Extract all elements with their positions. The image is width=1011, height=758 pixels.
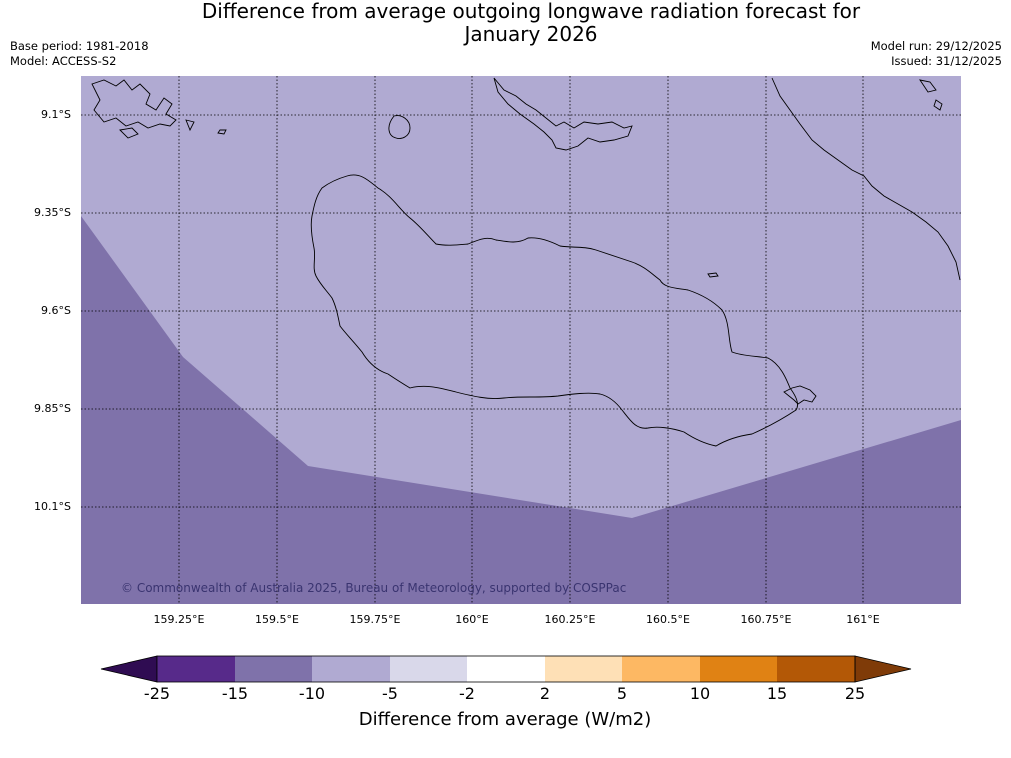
colorbar-segment — [157, 656, 235, 682]
colorbar-segment — [622, 656, 700, 682]
coastline-top-left-islet-3 — [217, 129, 227, 135]
coastline-top-right-islet — [919, 79, 937, 93]
colorbar-segment — [545, 656, 622, 682]
coastline-eastern-islet — [783, 385, 817, 405]
lon-label: 160.75°E — [740, 613, 792, 626]
colorbar-tick-label: 10 — [689, 684, 711, 703]
lon-label: 160.25°E — [544, 613, 596, 626]
fill-region-dark — [81, 216, 961, 604]
copyright-notice: © Commonwealth of Australia 2025, Bureau… — [121, 581, 627, 595]
coastline-top-right-islet-2 — [933, 99, 943, 111]
colorbar-tick-label: -10 — [298, 684, 326, 703]
gridlines — [81, 76, 961, 604]
lon-label: 160°E — [455, 613, 489, 626]
coastlines — [91, 77, 961, 447]
coastline-round-island — [388, 115, 411, 139]
coastline-top-left-islet-2 — [185, 119, 195, 132]
coastline-top-right-coast — [771, 77, 961, 281]
lon-label: 160.5°E — [646, 613, 690, 626]
chart-title: Difference from average outgoing longwav… — [0, 0, 1011, 46]
lon-label: 159.75°E — [349, 613, 401, 626]
colorbar-tick-label: -2 — [459, 684, 475, 703]
colorbar-min-extension — [100, 655, 158, 683]
lat-label: 10.1°S — [34, 500, 71, 513]
colorbar-max-extension — [854, 655, 912, 683]
colorbar-segment — [235, 656, 312, 682]
colorbar-tick-label: 2 — [539, 684, 551, 703]
colorbar-title: Difference from average (W/m2) — [358, 709, 652, 730]
colorbar-tick-label: 15 — [766, 684, 788, 703]
coastline-small-islet — [707, 272, 719, 278]
meta-right: Model run: 29/12/2025 Issued: 31/12/2025 — [871, 39, 1002, 69]
lon-label: 161°E — [846, 613, 880, 626]
colorbar-tick-label: 25 — [844, 684, 866, 703]
colorbar-segment — [467, 656, 545, 682]
lat-label: 9.85°S — [34, 402, 71, 415]
coastline-top-left-islet — [119, 127, 139, 139]
colorbar-segment — [777, 656, 855, 682]
colorbar-tick-label: -25 — [143, 684, 171, 703]
lat-label: 9.1°S — [41, 108, 71, 121]
coastline-main-island — [310, 174, 799, 447]
lat-label: 9.6°S — [41, 304, 71, 317]
colorbar-segment — [390, 656, 467, 682]
colorbar-tick-label: 5 — [616, 684, 628, 703]
colorbar-tick-label: -5 — [382, 684, 398, 703]
base-period: Base period: 1981-2018 — [10, 39, 149, 53]
model-run: Model run: 29/12/2025 — [870, 39, 1002, 53]
title-line-1: Difference from average outgoing longwav… — [201, 0, 861, 23]
meta-left: Base period: 1981-2018 Model: ACCESS-S2 — [10, 39, 149, 69]
coastline-top-left-islands — [91, 79, 177, 129]
lon-label: 159.5°E — [255, 613, 299, 626]
colorbar — [100, 655, 912, 683]
lon-label: 159.25°E — [153, 613, 205, 626]
lat-label: 9.35°S — [34, 206, 71, 219]
issued-date: Issued: 31/12/2025 — [891, 54, 1002, 68]
title-line-2: January 2026 — [464, 22, 598, 46]
model-name: Model: ACCESS-S2 — [10, 54, 117, 68]
colorbar-outline — [156, 655, 856, 683]
coastline-top-middle-islands — [493, 77, 633, 151]
colorbar-tick-label: -15 — [221, 684, 249, 703]
colorbar-segment — [700, 656, 777, 682]
colorbar-segment — [312, 656, 390, 682]
